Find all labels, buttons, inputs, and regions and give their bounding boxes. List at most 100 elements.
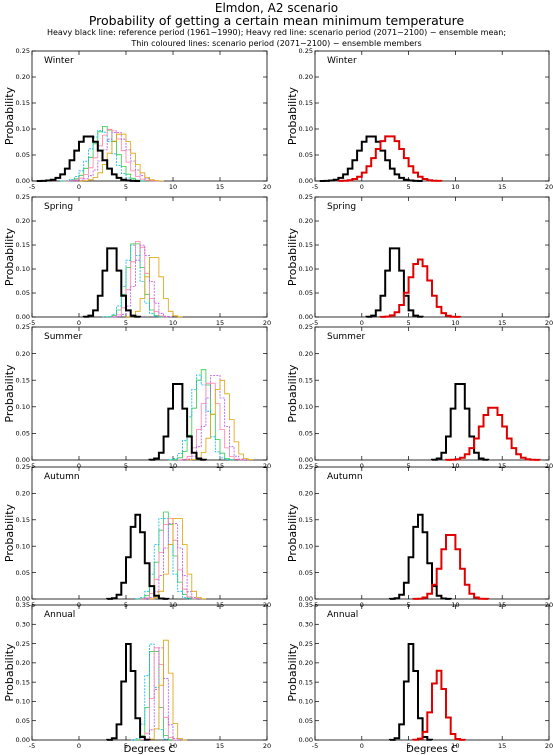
y-tick-label: 0.10: [299, 125, 313, 133]
chart-subtitle: Probability of getting a certain mean mi…: [88, 13, 465, 28]
member-series-1: [60, 126, 150, 182]
plot-frame-spring-left: [31, 196, 268, 318]
x-tick-label: 15: [498, 742, 506, 750]
season-label: Winter: [44, 56, 74, 66]
y-tick-label: 0.20: [16, 217, 30, 225]
y-tick-label: 0.25: [16, 323, 30, 331]
x-tick-label: 10: [169, 462, 177, 470]
y-tick-label: 0.20: [16, 73, 30, 81]
y-tick-label: 0.10: [16, 265, 30, 273]
y-tick-label: 0.00: [16, 595, 30, 603]
reference-series: [365, 247, 424, 318]
y-tick-label: 0.25: [299, 463, 313, 471]
y-tick-label: 0.15: [16, 99, 30, 107]
y-tick-label: 0.20: [299, 659, 313, 667]
y-tick-label: 0.00: [16, 313, 30, 321]
x-tick-label: -5: [312, 183, 318, 191]
y-tick-label: 0.10: [16, 125, 30, 133]
y-tick-label: 0.05: [299, 717, 313, 725]
x-tick-label: -5: [29, 183, 35, 191]
season-label: Annual: [327, 610, 358, 620]
x-tick-label: 15: [216, 319, 224, 327]
x-tick-label: 15: [216, 462, 224, 470]
y-tick-label: 0.30: [16, 620, 30, 628]
y-tick-label: 0.20: [16, 350, 30, 358]
y-tick-label: 0.15: [299, 241, 313, 249]
member-series-3: [139, 518, 197, 600]
season-label: Winter: [327, 56, 357, 66]
x-tick-label: -5: [312, 742, 318, 750]
y-tick-label: 0.05: [299, 430, 313, 438]
y-tick-label: 0.15: [16, 376, 30, 384]
x-tick-label: 0: [360, 319, 364, 327]
x-tick-label: 0: [360, 742, 364, 750]
x-tick-label: 0: [77, 462, 81, 470]
y-axis-label: Probability: [286, 364, 299, 423]
y-tick-label: 0.15: [16, 516, 30, 524]
season-label: Spring: [327, 202, 356, 212]
y-axis-label: Probability: [286, 86, 299, 145]
y-tick-label: 0.25: [299, 47, 313, 55]
member-series-2: [102, 244, 164, 318]
x-tick-label: 5: [407, 462, 411, 470]
member-series-3: [177, 382, 244, 461]
x-tick-label: 0: [77, 319, 81, 327]
scenario-mean-series: [445, 406, 541, 461]
x-tick-label: -5: [29, 462, 35, 470]
x-tick-label: 5: [407, 319, 411, 327]
y-tick-label: 0.00: [299, 595, 313, 603]
x-tick-label: 15: [216, 742, 224, 750]
season-label: Autumn: [327, 472, 363, 482]
x-tick-label: 15: [498, 462, 506, 470]
member-series-4: [144, 647, 183, 741]
member-series-4: [111, 244, 174, 318]
y-tick-label: 0.35: [299, 601, 313, 609]
x-tick-label: -5: [29, 319, 35, 327]
legend-text-2: Thin coloured lines: scenario period (20…: [131, 39, 422, 48]
y-tick-label: 0.25: [16, 47, 30, 55]
scenario-mean-series: [379, 258, 462, 318]
y-tick-label: 0.05: [299, 569, 313, 577]
season-label: Autumn: [44, 472, 80, 482]
y-tick-label: 0.15: [299, 99, 313, 107]
x-tick-label: 20: [263, 462, 271, 470]
x-axis-label: Degrees C: [406, 744, 458, 755]
x-tick-label: -5: [312, 462, 318, 470]
x-tick-label: 10: [451, 319, 459, 327]
reference-series: [106, 643, 151, 741]
y-axis-label: Probability: [3, 364, 16, 423]
y-tick-label: 0.00: [16, 736, 30, 744]
x-tick-label: 15: [216, 183, 224, 191]
x-tick-label: 15: [498, 183, 506, 191]
y-axis-label: Probability: [3, 503, 16, 562]
x-tick-label: 10: [451, 183, 459, 191]
member-series-5: [78, 133, 164, 182]
scenario-mean-series: [412, 669, 466, 741]
y-tick-label: 0.00: [299, 313, 313, 321]
x-tick-label: 5: [124, 742, 128, 750]
x-tick-label: 5: [407, 183, 411, 191]
x-tick-label: 20: [263, 319, 271, 327]
x-axis-label: Degrees C: [124, 744, 176, 755]
y-tick-label: 0.05: [299, 151, 313, 159]
y-axis-label: Probability: [3, 643, 16, 702]
x-tick-label: -5: [29, 742, 35, 750]
x-tick-label: 10: [169, 742, 177, 750]
member-series-2: [167, 374, 235, 461]
x-tick-label: 0: [77, 742, 81, 750]
y-axis-label: Probability: [286, 503, 299, 562]
season-label: Summer: [44, 332, 82, 342]
x-tick-label: 0: [77, 183, 81, 191]
x-tick-label: 20: [545, 183, 553, 191]
y-tick-label: 0.25: [16, 640, 30, 648]
reference-series: [319, 135, 423, 182]
y-tick-label: 0.05: [299, 289, 313, 297]
x-tick-label: 15: [498, 319, 506, 327]
y-tick-label: 0.20: [299, 490, 313, 498]
y-axis-label: Probability: [286, 643, 299, 702]
y-axis-label: Probability: [3, 227, 16, 286]
y-tick-label: 0.25: [16, 193, 30, 201]
y-tick-label: 0.25: [299, 640, 313, 648]
y-tick-label: 0.15: [16, 241, 30, 249]
